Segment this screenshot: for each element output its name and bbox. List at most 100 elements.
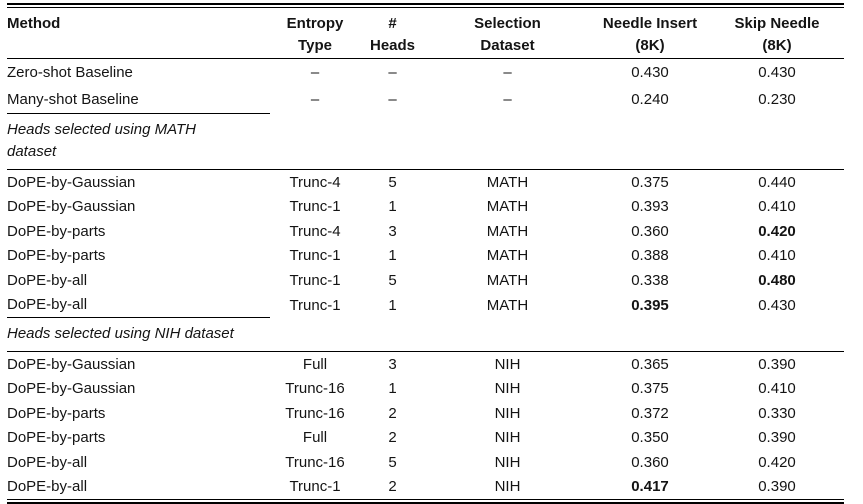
table-row: DoPE-by-all Trunc-1 5 MATH 0.338 0.480 <box>7 268 844 293</box>
method-cell: DoPE-by-all <box>7 478 88 496</box>
dataset-cell: MATH <box>486 198 529 216</box>
method-cell: DoPE-by-parts <box>7 247 106 265</box>
method-cell: DoPE-by-parts <box>7 222 106 240</box>
entropy-cell: Trunc-16 <box>285 453 345 471</box>
skip-needle-cell: 0.230 <box>758 91 796 109</box>
entropy-cell: Trunc-1 <box>289 478 341 496</box>
needle-insert-cell: 0.388 <box>631 247 669 265</box>
method-cell: DoPE-by-Gaussian <box>7 355 136 373</box>
table-row: DoPE-by-parts Full 2 NIH 0.350 0.390 <box>7 426 844 451</box>
header-entropy-type: Entropy Type <box>286 15 344 54</box>
needle-insert-cell: 0.240 <box>631 91 669 109</box>
heads-cell: 1 <box>388 296 397 314</box>
heads-cell: 5 <box>388 173 397 191</box>
table-row: DoPE-by-Gaussian Trunc-4 5 MATH 0.375 0.… <box>7 170 844 195</box>
dataset-cell: MATH <box>486 296 529 314</box>
heads-cell: 2 <box>388 429 397 447</box>
skip-needle-cell: 0.420 <box>758 453 796 471</box>
needle-insert-cell: 0.360 <box>631 453 669 471</box>
header-selection-dataset: Selection Dataset <box>474 15 541 54</box>
table-row: DoPE-by-all Trunc-1 2 NIH 0.417 0.390 <box>7 475 844 500</box>
entropy-cell: – <box>310 64 320 81</box>
method-cell: DoPE-by-all <box>7 453 88 471</box>
skip-needle-cell: 0.430 <box>758 296 796 314</box>
section-header-math: Heads selected using MATH dataset <box>7 114 844 170</box>
table-row: DoPE-by-Gaussian Full 3 NIH 0.365 0.390 <box>7 352 844 377</box>
needle-insert-cell: 0.338 <box>631 271 669 289</box>
skip-needle-cell: 0.330 <box>758 404 796 422</box>
entropy-cell: Full <box>302 355 328 373</box>
skip-needle-cell: 0.410 <box>758 380 796 398</box>
heads-cell: 3 <box>388 355 397 373</box>
entropy-cell: Trunc-4 <box>289 222 341 240</box>
skip-needle-cell: 0.390 <box>758 429 796 447</box>
skip-needle-cell: 0.420 <box>758 222 796 240</box>
heads-cell: 5 <box>388 453 397 471</box>
heads-cell: 1 <box>388 380 397 398</box>
header-method: Method <box>7 15 61 32</box>
method-cell: Many-shot Baseline <box>7 86 270 114</box>
section-label: Heads selected using MATH dataset <box>7 121 196 160</box>
skip-needle-cell: 0.390 <box>758 478 796 496</box>
needle-insert-cell: 0.395 <box>631 296 669 314</box>
method-cell: DoPE-by-all <box>7 271 88 289</box>
needle-insert-cell: 0.350 <box>631 429 669 447</box>
heads-cell: 5 <box>388 271 397 289</box>
heads-cell: 3 <box>388 222 397 240</box>
table-row: DoPE-by-all Trunc-1 1 MATH 0.395 0.430 <box>7 292 844 318</box>
header-skip-needle: Skip Needle (8K) <box>734 15 820 54</box>
entropy-cell: Full <box>302 429 328 447</box>
needle-insert-cell: 0.417 <box>631 478 669 496</box>
method-cell: DoPE-by-parts <box>7 429 106 447</box>
dataset-cell: – <box>503 91 512 109</box>
section-label: Heads selected using NIH dataset <box>7 325 234 342</box>
top-double-rule <box>7 3 844 8</box>
needle-insert-cell: 0.360 <box>631 222 669 240</box>
dataset-cell: MATH <box>486 271 529 289</box>
entropy-cell: Trunc-1 <box>289 198 341 216</box>
dataset-cell: NIH <box>494 429 521 447</box>
skip-needle-cell: 0.390 <box>758 355 796 373</box>
needle-insert-cell: 0.375 <box>631 173 669 191</box>
entropy-cell: Trunc-1 <box>289 247 341 265</box>
table-row: DoPE-by-all Trunc-16 5 NIH 0.360 0.420 <box>7 450 844 475</box>
entropy-cell: Trunc-1 <box>289 296 341 314</box>
dataset-cell: NIH <box>494 355 521 373</box>
skip-needle-cell: 0.480 <box>758 271 796 289</box>
dataset-cell: – <box>503 64 512 81</box>
needle-insert-cell: 0.375 <box>631 380 669 398</box>
dataset-cell: MATH <box>486 173 529 191</box>
heads-cell: 2 <box>388 404 397 422</box>
entropy-cell: Trunc-16 <box>285 404 345 422</box>
method-cell: DoPE-by-parts <box>7 404 106 422</box>
method-cell: DoPE-by-all <box>7 292 270 318</box>
dataset-cell: NIH <box>494 453 521 471</box>
heads-cell: – <box>388 91 397 109</box>
header-needle-insert: Needle Insert (8K) <box>602 15 698 54</box>
results-table: Method Entropy Type # Heads Selection Da… <box>7 8 844 499</box>
skip-needle-cell: 0.430 <box>758 64 796 81</box>
heads-cell: 1 <box>388 198 397 216</box>
table-row: DoPE-by-Gaussian Trunc-1 1 MATH 0.393 0.… <box>7 195 844 220</box>
header-num-heads: # Heads <box>369 15 416 54</box>
table-row-many-shot-baseline: Many-shot Baseline – – – 0.240 0.230 <box>7 86 844 114</box>
table-header: Method Entropy Type # Heads Selection Da… <box>7 8 844 59</box>
table-row: DoPE-by-Gaussian Trunc-16 1 NIH 0.375 0.… <box>7 377 844 402</box>
needle-insert-cell: 0.393 <box>631 198 669 216</box>
method-cell: Zero-shot Baseline <box>7 64 133 81</box>
needle-insert-cell: 0.365 <box>631 355 669 373</box>
dataset-cell: MATH <box>486 222 529 240</box>
dataset-cell: NIH <box>494 404 521 422</box>
dataset-cell: NIH <box>494 380 521 398</box>
heads-cell: 2 <box>388 478 397 496</box>
heads-cell: – <box>388 64 397 81</box>
entropy-cell: Trunc-16 <box>285 380 345 398</box>
skip-needle-cell: 0.440 <box>758 173 796 191</box>
heads-cell: 1 <box>388 247 397 265</box>
method-cell: DoPE-by-Gaussian <box>7 198 136 216</box>
method-cell: DoPE-by-Gaussian <box>7 380 136 398</box>
entropy-cell: Trunc-1 <box>289 271 341 289</box>
needle-insert-cell: 0.372 <box>631 404 669 422</box>
needle-insert-cell: 0.430 <box>631 64 669 81</box>
table-row: DoPE-by-parts Trunc-1 1 MATH 0.388 0.410 <box>7 244 844 269</box>
